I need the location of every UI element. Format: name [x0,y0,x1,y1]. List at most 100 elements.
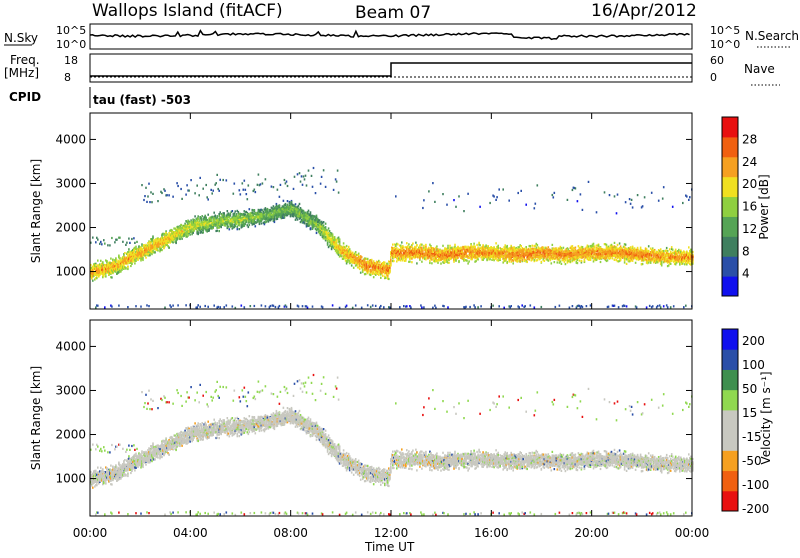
power-echo-cell [116,259,118,261]
power-echo-cell [370,306,372,308]
power-echo-cell [460,247,462,249]
power-echo-cell [380,277,382,279]
power-echo-cell [416,262,418,264]
power-echo-cell [332,235,334,237]
power-echo-cell [406,242,408,244]
power-echo-cell [431,262,433,264]
power-echo-cell [249,224,251,226]
power-echo-cell [197,233,199,235]
power-echo-cell [350,250,352,252]
power-echo-cell [467,193,469,195]
power-echo-cell [219,179,221,181]
power-echo-cell [346,305,348,307]
power-echo-cell [359,268,361,270]
power-echo-cell [267,210,269,212]
power-echo-cell [389,269,391,271]
freq-unit-label: [MHz] [4,66,39,80]
power-echo-cell [135,260,137,262]
power-echo-cell [327,229,329,231]
noise-right-label: N.Search [745,29,799,43]
power-echo-cell [421,244,423,246]
power-echo-cell [110,258,112,260]
power-echo-cell [213,212,215,214]
power-echo-cell [101,243,103,245]
power-echo-cell [142,259,144,261]
power-echo-cell [335,178,337,180]
power-echo-cell [188,190,190,192]
power-echo-cell [274,221,276,223]
power-echo-cell [432,307,434,309]
power-echo-cell [306,184,308,186]
power-echo-cell [111,237,113,239]
power-echo-cell [246,221,248,223]
power-echo-cell [228,226,230,228]
power-echo-cell [235,225,237,227]
power-echo-cell [243,221,245,223]
power-echo-cell [97,305,99,307]
power-echo-cell [185,194,187,196]
power-echo-cell [401,241,403,243]
power-echo-cell [275,306,277,308]
power-echo-cell [159,241,161,243]
power-echo-cell [436,245,438,247]
cpid-value: tau (fast) -503 [93,93,191,107]
power-echo-cell [157,249,159,251]
power-echo-cell [259,223,261,225]
power-echo-cell [180,224,182,226]
power-echo-cell [273,186,275,188]
power-echo-cell [302,305,304,307]
power-echo-cell [273,205,275,207]
power-echo-cell [415,242,417,244]
power-echo-cell [308,210,310,212]
power-echo-cell [212,190,214,192]
power-echo-cell [257,184,259,186]
power-echo-cell [390,264,392,266]
power-echo-cell [163,247,165,249]
power-echo-cell [248,226,250,228]
power-echo-cell [411,261,413,263]
power-echo-cell [185,304,187,306]
power-echo-cell [205,184,207,186]
power-echo-cell [145,187,147,189]
power-echo-cell [449,245,451,247]
power-echo-cell [207,198,209,200]
power-echo-cell [399,257,401,259]
power-echo-cell [172,196,174,198]
power-echo-cell [170,306,172,308]
power-echo-cell [245,223,247,225]
power-echo-cell [204,305,206,307]
power-echo-cell [385,277,387,279]
power-echo-cell [97,260,99,262]
power-echo-cell [300,181,302,183]
power-echo-cell [446,204,448,206]
nave-tick-bottom: 0 [710,71,717,84]
power-echo-cell [229,228,231,230]
power-echo-cell [454,244,456,246]
power-echo-cell [407,245,409,247]
power-echo-cell [274,217,276,219]
power-echo-cell [434,305,436,307]
power-echo-cell [220,226,222,228]
power-echo-cell [142,257,144,259]
power-echo-cell [115,257,117,259]
power-echo-cell [468,260,470,262]
power-echo-cell [461,251,463,253]
power-echo-cell [431,259,433,261]
power-echo-cell [316,232,318,234]
power-echo-cell [343,242,345,244]
noise-right-tick-bottom: 10^0 [710,38,740,51]
power-echo-cell [355,251,357,253]
power-echo-cell [192,232,194,234]
power-echo-cell [244,225,246,227]
power-echo-cell [367,304,369,306]
noise-left-label: N.Sky [4,31,38,45]
power-echo-cell [207,214,209,216]
power-echo-cell [254,209,256,211]
power-echo-cell [261,304,263,306]
power-echo-cell [402,259,404,261]
power-echo-cell [196,306,198,308]
power-echo-cell [355,304,357,306]
power-echo-cell [133,250,135,252]
noise-sky-line [90,31,690,40]
